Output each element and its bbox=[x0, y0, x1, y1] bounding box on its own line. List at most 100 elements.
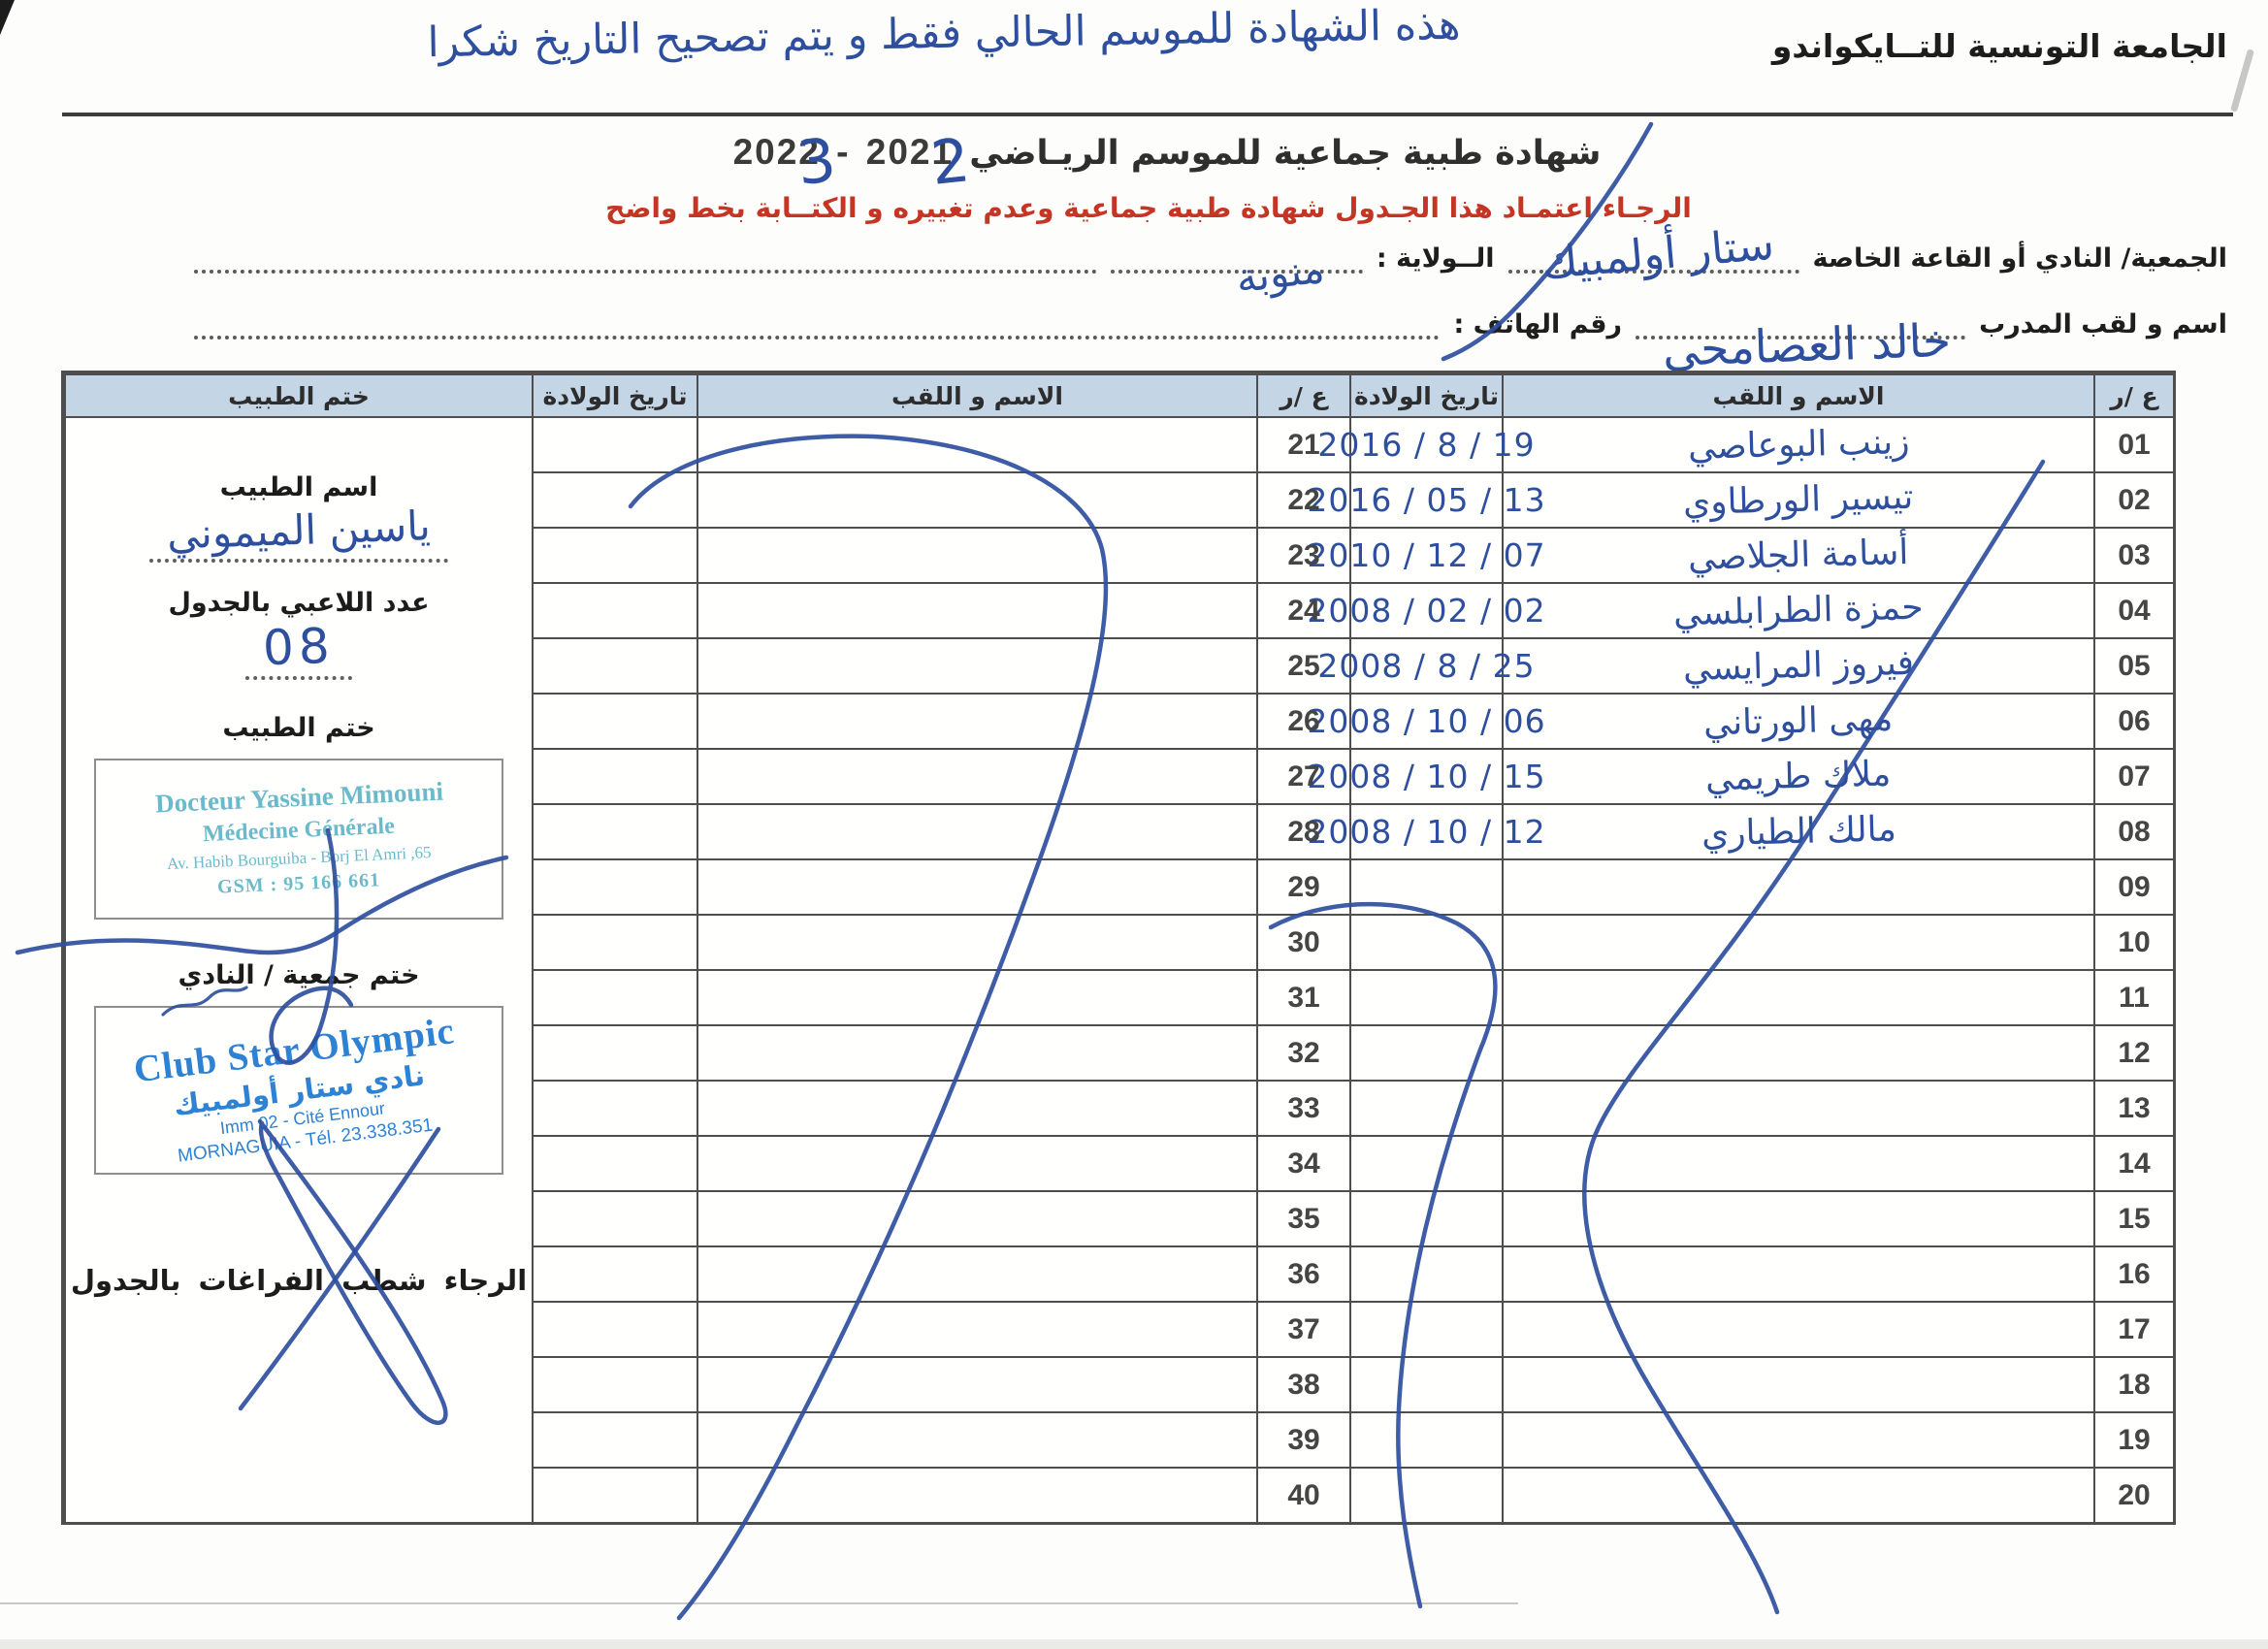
row-number-right-text: 04 bbox=[2118, 594, 2151, 627]
header-name-left-text: الاسم و اللقب bbox=[891, 381, 1063, 410]
row-number-right-text: 03 bbox=[2118, 538, 2151, 571]
row-number-right: 16 bbox=[2093, 1245, 2173, 1301]
player-dob-cell-text: 2010 / 12 / 07 bbox=[1307, 536, 1546, 574]
row-number-right-text: 08 bbox=[2118, 815, 2151, 848]
player-dob-cell: 2008 / 10 / 06 bbox=[1307, 693, 1545, 748]
season-end-year: 2022 3 bbox=[729, 124, 842, 199]
row-number-right: 03 bbox=[2093, 527, 2173, 582]
row-number-left: 29 bbox=[1256, 858, 1349, 914]
row-number-left-text: 30 bbox=[1287, 925, 1320, 958]
player-dob-cell bbox=[532, 1080, 697, 1135]
row-number-right-text: 14 bbox=[2118, 1147, 2151, 1180]
season-years: 2022 3 - 2021 2 bbox=[729, 124, 975, 199]
row-number-right: 15 bbox=[2093, 1190, 2173, 1245]
doctor-stamp-name: Docteur Yassine Mimouni bbox=[153, 776, 444, 819]
player-dob-cell bbox=[532, 416, 697, 471]
handwritten-top-note: هذه الشهادة للموسم الحالي فقط و يتم تصحي… bbox=[427, 0, 1461, 68]
player-name-cell bbox=[697, 1301, 1256, 1356]
row-number-left: 36 bbox=[1256, 1245, 1349, 1301]
row-number-left: 39 bbox=[1256, 1411, 1349, 1467]
row-number-right: 17 bbox=[2093, 1301, 2173, 1356]
row-number-right-text: 02 bbox=[2118, 483, 2151, 516]
row-number-right-text: 01 bbox=[2118, 428, 2151, 461]
header-dob-right-text: تاريخ الولادة bbox=[1353, 381, 1500, 410]
player-dob-cell: 2010 / 12 / 07 bbox=[1307, 527, 1545, 582]
row-number-right-text: 06 bbox=[2118, 704, 2151, 737]
players-table: ع /ر الاسم و اللقب تاريخ الولادة ع /ر الاسم … bbox=[61, 371, 2176, 1525]
header-dob-right: تاريخ الولادة bbox=[1349, 373, 1502, 416]
scan-corner-artifact bbox=[0, 0, 15, 35]
player-dob-cell-text: 2008 / 8 / 25 bbox=[1317, 647, 1536, 685]
header-num-left: ع /ر bbox=[1256, 373, 1349, 416]
player-name-cell bbox=[697, 471, 1256, 527]
player-name-cell: فيروز المرايسي bbox=[1502, 637, 2093, 693]
row-number-right-text: 18 bbox=[2118, 1368, 2151, 1401]
player-name-cell bbox=[697, 693, 1256, 748]
header-num-right: ع /ر bbox=[2093, 373, 2173, 416]
player-dob-cell bbox=[532, 748, 697, 803]
doctor-stamp-specialty: Médecine Générale bbox=[202, 813, 396, 848]
row-number-left-text: 40 bbox=[1287, 1478, 1320, 1511]
header-doctor-stamp-text: ختم الطبيب bbox=[228, 381, 370, 410]
row-number-right: 01 bbox=[2093, 416, 2173, 471]
row-number-left-text: 39 bbox=[1287, 1423, 1320, 1456]
player-dob-cell bbox=[532, 1301, 697, 1356]
player-dob-cell bbox=[1349, 1080, 1502, 1135]
row-number-left-text: 29 bbox=[1287, 870, 1320, 903]
player-name-cell bbox=[697, 803, 1256, 858]
header-name-right: الاسم و اللقب bbox=[1502, 373, 2093, 416]
row-number-right: 06 bbox=[2093, 693, 2173, 748]
player-name-cell-text: ملاك طريمي bbox=[1704, 754, 1893, 798]
row-number-left: 21 bbox=[1256, 416, 1349, 471]
doctor-name-value: ياسين الميموني bbox=[166, 501, 432, 559]
player-dob-cell bbox=[1349, 1135, 1502, 1190]
player-dob-cell bbox=[532, 582, 697, 637]
row-number-right-text: 13 bbox=[2118, 1091, 2151, 1124]
row-number-right-text: 10 bbox=[2118, 925, 2151, 958]
player-dob-cell bbox=[532, 1467, 697, 1522]
player-name-cell bbox=[697, 914, 1256, 969]
row-number-left-text: 38 bbox=[1287, 1368, 1320, 1401]
player-dob-cell bbox=[1349, 1301, 1502, 1356]
player-name-cell bbox=[1502, 969, 2093, 1024]
row-number-left: 40 bbox=[1256, 1467, 1349, 1522]
player-name-cell bbox=[697, 527, 1256, 582]
player-dob-cell bbox=[532, 803, 697, 858]
row-number-left-text: 28 bbox=[1287, 815, 1320, 848]
row-number-left-text: 21 bbox=[1287, 428, 1320, 461]
player-name-cell bbox=[1502, 1135, 2093, 1190]
header-name-left: الاسم و اللقب bbox=[697, 373, 1256, 416]
row-number-right-text: 12 bbox=[2118, 1036, 2151, 1069]
row-number-left: 23 bbox=[1256, 527, 1349, 582]
club-field-value: ستار أولمبيك bbox=[1539, 217, 1777, 290]
player-dob-cell bbox=[1349, 858, 1502, 914]
row-number-left: 30 bbox=[1256, 914, 1349, 969]
player-name-cell bbox=[697, 1190, 1256, 1245]
row-number-left: 22 bbox=[1256, 471, 1349, 527]
row-number-right: 13 bbox=[2093, 1080, 2173, 1135]
doctor-stamp-column: اسم الطبيب ياسين الميموني عدد اللاعبي با… bbox=[64, 416, 532, 1522]
header-doctor-stamp: ختم الطبيب bbox=[64, 373, 532, 416]
player-dob-cell bbox=[532, 858, 697, 914]
doctor-name-line: ياسين الميموني bbox=[149, 501, 448, 563]
row-number-right-text: 16 bbox=[2118, 1257, 2151, 1290]
doctor-stamp-label: ختم الطبيب bbox=[222, 713, 375, 743]
season-start-year-printed: 2021 bbox=[865, 132, 955, 172]
coach-field-label: اسم و لقب المدرب bbox=[1979, 309, 2227, 340]
header-num-left-text: ع /ر bbox=[1280, 381, 1328, 410]
player-dob-cell bbox=[532, 693, 697, 748]
player-name-cell bbox=[697, 1467, 1256, 1522]
player-name-cell bbox=[1502, 914, 2093, 969]
row-number-left: 32 bbox=[1256, 1024, 1349, 1080]
row-number-right: 18 bbox=[2093, 1356, 2173, 1411]
row-number-right: 07 bbox=[2093, 748, 2173, 803]
doctor-stamp-phone: GSM : 95 166 661 bbox=[216, 869, 381, 898]
cross-out-instruction: الرجاء شطب الفراغات بالجدول bbox=[70, 1264, 528, 1297]
phone-field-label: رقم الهاتف : bbox=[1453, 309, 1623, 340]
player-dob-cell: 2008 / 8 / 25 bbox=[1317, 637, 1535, 693]
club-stamp-box: Club Star Olympic نادي ستار أولمبيك Imm … bbox=[93, 1006, 504, 1175]
row-number-right: 11 bbox=[2093, 969, 2173, 1024]
player-name-cell-text: أسامة الجلاصي bbox=[1687, 532, 1910, 578]
row-number-right: 12 bbox=[2093, 1024, 2173, 1080]
phone-field-line bbox=[194, 305, 1441, 340]
